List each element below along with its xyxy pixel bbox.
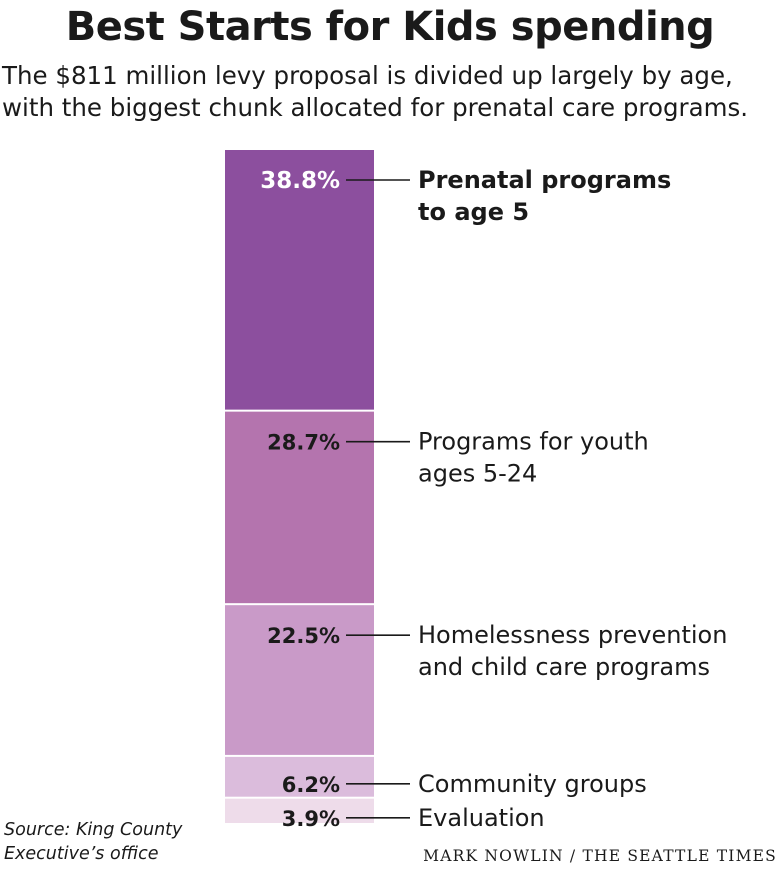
category-label: ages 5-24 [418,460,537,488]
category-label: Programs for youth [418,428,649,456]
chart-title: Best Starts for Kids spending [65,4,715,50]
category-label: Prenatal programs [418,166,671,194]
source-line: Source: King County [4,820,183,840]
bar-segment [225,605,374,755]
value-label: 28.7% [267,431,340,455]
value-label: 3.9% [282,807,340,831]
value-label: 38.8% [260,168,340,194]
credit-line: MARK NOWLIN / THE SEATTLE TIMES [423,847,777,865]
bar-segment [225,150,374,410]
value-label: 6.2% [282,773,340,797]
bar-segment [225,756,374,797]
bar-segment [225,798,374,823]
category-label: Evaluation [418,804,545,832]
category-label: Homelessness prevention [418,621,727,649]
value-label: 22.5% [267,624,340,648]
bar-segment [225,411,374,604]
category-label: to age 5 [418,198,529,226]
source-line: Executive’s office [4,844,159,864]
source-note: Source: King County Executive’s office [4,818,182,866]
category-label: Community groups [418,770,647,798]
category-label: and child care programs [418,653,710,681]
subtitle-line: with the biggest chunk allocated for pre… [2,93,749,122]
subtitle-line: The $811 million levy proposal is divide… [2,61,733,90]
chart-subtitle: The $811 million levy proposal is divide… [2,60,778,124]
